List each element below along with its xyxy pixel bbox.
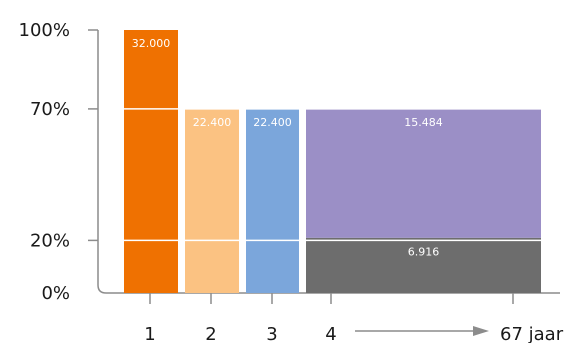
- x-tick-label: 1: [144, 324, 155, 343]
- bar-segment: [306, 237, 541, 293]
- y-tick-label: 0%: [41, 283, 70, 304]
- data-label: 32.000: [132, 37, 171, 50]
- data-label: 6.916: [408, 245, 440, 258]
- x-tick-label: 4: [325, 324, 336, 343]
- x-tick-label: 3: [266, 324, 277, 343]
- bar-segment: [124, 30, 178, 293]
- x-tick-label: 2: [205, 324, 216, 343]
- bar-segment: [306, 108, 541, 238]
- x-tick-label: 67 jaar: [500, 324, 564, 343]
- data-label: 22.400: [193, 116, 232, 129]
- overlay: [112, 108, 545, 242]
- y-tick-label: 100%: [19, 20, 70, 41]
- bar-segment: [246, 108, 299, 294]
- bars: 32.000 22.400 22.400 6.916 15.484: [124, 30, 541, 294]
- data-label: 15.484: [404, 116, 443, 129]
- bar-segment: [185, 108, 239, 294]
- axes: 0% 20% 70% 100% 1 2 3 4 67 jaar: [19, 20, 564, 343]
- data-label: 22.400: [253, 116, 292, 129]
- y-tick-label: 20%: [30, 230, 70, 251]
- axis-line: [97, 30, 560, 294]
- y-tick-label: 70%: [30, 99, 70, 120]
- arrow-head: [473, 326, 489, 336]
